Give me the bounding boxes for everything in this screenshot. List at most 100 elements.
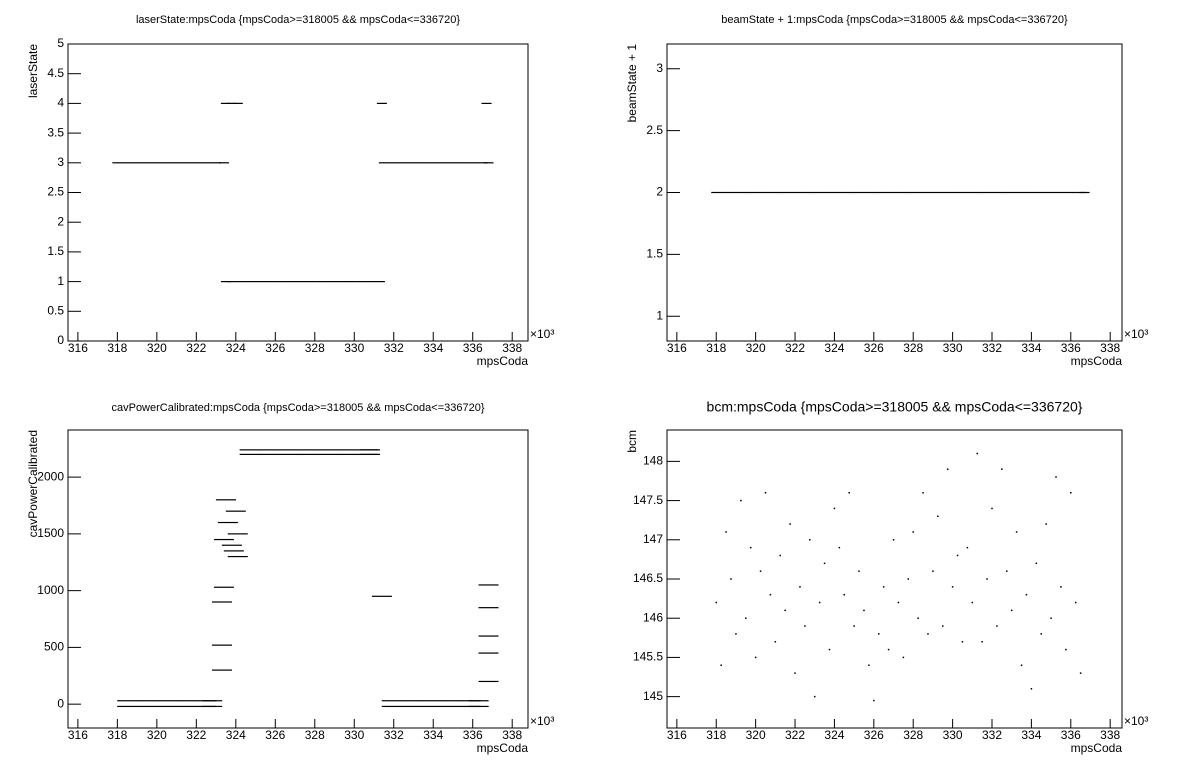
data-point: [770, 191, 781, 194]
y-tick-label: 0: [57, 333, 64, 347]
data-point: [730, 191, 741, 194]
x-axis-label: mpsCoda: [477, 354, 529, 368]
data-point: [132, 162, 143, 164]
x-tick-label: 330: [943, 728, 963, 742]
data-point: [418, 162, 429, 164]
data-point: [122, 162, 133, 164]
y-tick-label: 500: [44, 640, 64, 654]
y-tick-label: 3: [57, 155, 64, 169]
data-point: [338, 453, 359, 456]
x-tick-label: 332: [982, 341, 1002, 355]
data-point: [1065, 191, 1076, 194]
data-point: [967, 191, 978, 194]
data-point: [1006, 570, 1008, 572]
data-point: [478, 652, 499, 654]
x-tick-label: 338: [1100, 341, 1120, 355]
data-point: [839, 191, 850, 194]
data-point: [226, 102, 237, 104]
data-point: [227, 555, 248, 558]
data-point: [829, 191, 840, 194]
data-point: [365, 281, 376, 283]
data-point: [868, 664, 870, 667]
y-tick-label: 2.5: [47, 185, 64, 199]
y-tick-label: 1000: [37, 583, 64, 597]
chart-title: laserState:mpsCoda {mpsCoda>=318005 && m…: [136, 14, 460, 26]
data-point: [220, 102, 231, 104]
data-point: [1036, 191, 1047, 194]
chart-title: cavPowerCalibrated:mpsCoda {mpsCoda>=318…: [111, 402, 484, 414]
data-point: [481, 102, 492, 104]
data-point: [276, 281, 287, 283]
data-point: [878, 191, 889, 194]
x-tick-label: 332: [384, 341, 404, 355]
x-tick-label: 316: [667, 728, 687, 742]
x-tick-label: 330: [344, 728, 364, 742]
data-point: [892, 539, 895, 541]
data-point: [932, 570, 934, 572]
data-point: [1026, 191, 1037, 194]
data-point: [951, 586, 954, 588]
x-tick-label: 334: [1021, 341, 1041, 355]
data-point: [946, 468, 949, 470]
x-tick-label: 336: [1061, 341, 1081, 355]
data-point: [711, 191, 722, 194]
data-point: [381, 700, 402, 702]
data-point: [112, 162, 123, 164]
y-tick-label: 2.5: [646, 123, 663, 137]
y-tick-label: 2: [57, 214, 64, 228]
data-point: [457, 162, 468, 164]
data-point: [1030, 688, 1033, 690]
data-point: [239, 449, 260, 451]
x-tick-label: 336: [1061, 728, 1081, 742]
data-point: [794, 672, 796, 674]
data-point: [1045, 523, 1047, 525]
data-point: [401, 705, 422, 708]
data-point: [211, 601, 232, 603]
data-point: [868, 191, 879, 194]
data-point: [853, 625, 855, 627]
x-tick-label: 316: [68, 341, 88, 355]
data-point: [305, 281, 316, 283]
data-point: [215, 499, 236, 501]
x-axis-label: mpsCoda: [1071, 354, 1123, 368]
y-tick-label: 147.5: [633, 493, 663, 507]
data-point: [819, 191, 830, 194]
data-point: [804, 625, 806, 627]
x-tick-label: 332: [384, 728, 404, 742]
data-point: [843, 593, 846, 596]
data-point: [478, 635, 499, 637]
data-point: [279, 453, 300, 456]
data-point: [922, 491, 924, 494]
x-tick-label: 338: [1100, 728, 1120, 742]
data-point: [877, 633, 880, 635]
data-point: [141, 162, 152, 164]
y-tick-label: 4: [57, 96, 64, 110]
y-tick-label: 1.5: [646, 247, 663, 261]
chart-title: beamState + 1:mpsCoda {mpsCoda>=318005 &…: [721, 14, 1068, 26]
data-point: [774, 640, 777, 643]
x-tick-label: 332: [982, 728, 1002, 742]
data-point: [467, 162, 478, 164]
data-point: [818, 601, 821, 604]
data-point: [809, 539, 811, 541]
y-tick-label: 148: [643, 454, 663, 468]
data-point: [882, 586, 885, 588]
data-point: [809, 191, 820, 194]
data-point: [858, 570, 860, 572]
data-point: [986, 578, 988, 580]
data-point: [780, 191, 791, 194]
data-point: [398, 162, 409, 164]
data-point: [966, 546, 969, 549]
x-tick-label: 322: [186, 341, 206, 355]
data-point: [981, 640, 983, 643]
x-tick-label: 324: [226, 728, 246, 742]
data-point: [218, 162, 229, 164]
data-point: [823, 562, 826, 565]
x-tick-label: 326: [864, 341, 884, 355]
data-point: [223, 550, 244, 552]
data-point: [725, 531, 727, 533]
data-point: [902, 656, 905, 659]
data-point: [151, 162, 162, 164]
y-tick-label: 147: [643, 532, 663, 546]
